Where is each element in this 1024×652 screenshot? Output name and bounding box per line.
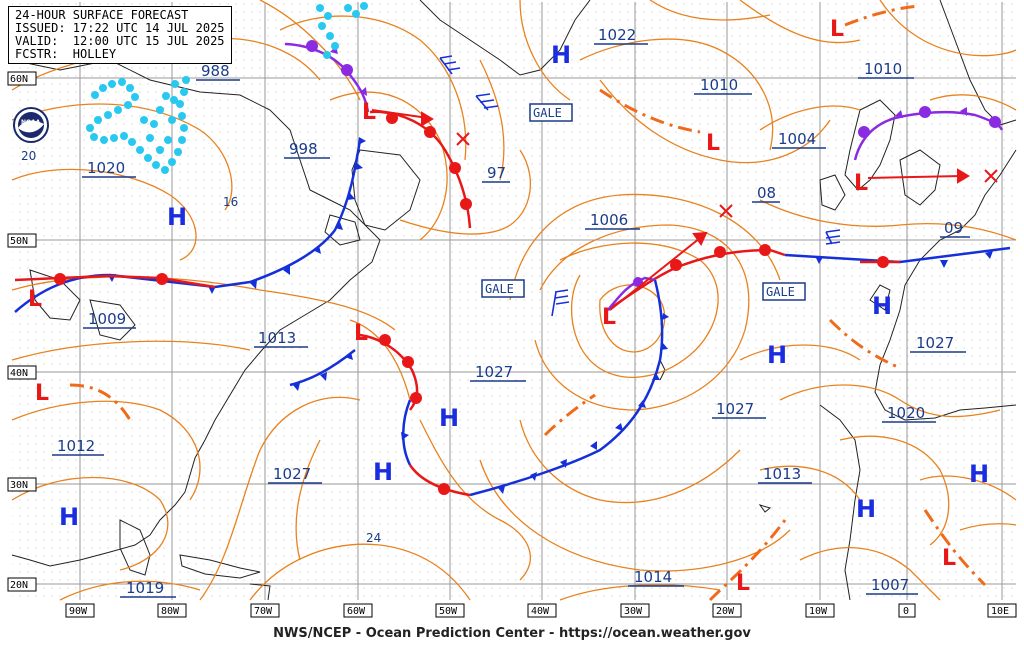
lon-label: 80W <box>161 606 180 617</box>
lon-label: 90W <box>69 606 88 617</box>
latitude-labels: 60N 50N 40N 30N 20N <box>7 71 37 592</box>
lat-label: 40N <box>10 368 28 379</box>
isobar-label: 1010 <box>700 76 738 94</box>
header-valid: VALID: 12:00 UTC 15 JUL 2025 <box>15 34 225 48</box>
isobar-label-underlines <box>52 43 970 598</box>
lon-label: 10W <box>809 606 828 617</box>
low-center: L <box>35 381 49 406</box>
noaa-logo-text: NOAA <box>21 119 41 126</box>
low-center: L <box>854 171 868 196</box>
lon-label: 0 <box>903 606 909 617</box>
low-center: L <box>736 571 750 596</box>
isobar-label: 1013 <box>763 465 801 483</box>
isobar-label: 1027 <box>716 400 754 418</box>
small-value-label: 24 <box>366 531 381 545</box>
troughs <box>69 4 987 602</box>
high-centers: H H H H H H H H H <box>59 41 989 531</box>
lon-label: 70W <box>254 606 273 617</box>
header-forecaster: FCSTR: HOLLEY <box>15 47 117 61</box>
ice-edge-dots <box>86 2 368 174</box>
low-center: L <box>602 305 616 330</box>
header-issued: ISSUED: 17:22 UTC 14 JUL 2025 <box>15 21 225 35</box>
lon-label: 30W <box>624 606 643 617</box>
lat-lon-grid <box>12 2 1016 600</box>
isobar-label: 09 <box>944 219 963 237</box>
small-value-label: 20 <box>21 149 36 163</box>
isobar-label: 1004 <box>778 130 816 148</box>
small-value-labels: 20 16 24 <box>21 149 381 545</box>
low-center: L <box>28 287 42 312</box>
lat-label: 50N <box>10 236 28 247</box>
isobar-label: 97 <box>487 164 506 182</box>
low-center: L <box>354 321 368 346</box>
high-center: H <box>439 404 459 432</box>
lon-label: 40W <box>531 606 550 617</box>
isobar-label: 1007 <box>871 576 909 594</box>
lon-label: 60W <box>347 606 366 617</box>
low-center: L <box>362 100 376 125</box>
isobar-label: 1027 <box>273 465 311 483</box>
gale-label: GALE <box>533 106 562 120</box>
forecast-header: 24-HOUR SURFACE FORECAST ISSUED: 17:22 UT… <box>8 6 232 64</box>
isobar-label: 1020 <box>87 159 125 177</box>
warm-front-bumps <box>54 112 889 495</box>
gale-label: GALE <box>766 285 795 299</box>
noaa-logo: NOAA <box>13 107 49 143</box>
isobar-label: 1009 <box>88 310 126 328</box>
isobar-label: 1013 <box>258 329 296 347</box>
high-center: H <box>59 503 79 531</box>
high-center: H <box>856 495 876 523</box>
isobar-label: 08 <box>757 184 776 202</box>
isobar-label: 1027 <box>916 334 954 352</box>
lon-label: 50W <box>439 606 458 617</box>
isobar-label: 1019 <box>126 579 164 597</box>
isobar-label: 1010 <box>864 60 902 78</box>
header-title: 24-HOUR SURFACE FORECAST <box>15 8 189 22</box>
isobar-labels: 988 1022 1010 1010 1004 998 1020 97 08 1… <box>57 26 963 597</box>
lat-label: 20N <box>10 580 28 591</box>
isobars <box>11 0 1017 601</box>
low-center: L <box>942 546 956 571</box>
longitude-labels: 90W 80W 70W 60W 50W 40W 30W 20W 10W 0 10… <box>65 603 1017 618</box>
lat-label: 60N <box>10 74 28 85</box>
high-center: H <box>373 458 393 486</box>
lon-label: 20W <box>716 606 735 617</box>
isobar-label: 1006 <box>590 211 628 229</box>
isobar-label: 1027 <box>475 363 513 381</box>
high-center: H <box>551 41 571 69</box>
lat-label: 30N <box>10 480 28 491</box>
coastlines <box>11 0 1017 601</box>
high-center: H <box>167 203 187 231</box>
isobar-label: 1020 <box>887 404 925 422</box>
wind-barbs <box>439 55 841 317</box>
footer-credit: NWS/NCEP - Ocean Prediction Center - htt… <box>273 626 751 641</box>
high-center: H <box>969 460 989 488</box>
occluded-symbols <box>306 40 1001 287</box>
low-centers: L L L L L L L L L L <box>28 17 956 596</box>
low-center: L <box>830 17 844 42</box>
small-value-label: 16 <box>223 195 238 209</box>
low-center: L <box>706 131 720 156</box>
gale-label: GALE <box>485 282 514 296</box>
isobar-label: 998 <box>289 140 318 158</box>
isobar-label: 1022 <box>598 26 636 44</box>
lon-label: 10E <box>991 606 1009 617</box>
isobar-label: 1012 <box>57 437 95 455</box>
forecast-position-marks <box>456 132 998 218</box>
storm-track-arrows <box>371 109 970 311</box>
isobar-label: 1014 <box>634 568 672 586</box>
isobar-label: 988 <box>201 62 230 80</box>
gale-warnings: GALE GALE GALE <box>481 103 806 301</box>
high-center: H <box>872 292 892 320</box>
high-center: H <box>767 341 787 369</box>
